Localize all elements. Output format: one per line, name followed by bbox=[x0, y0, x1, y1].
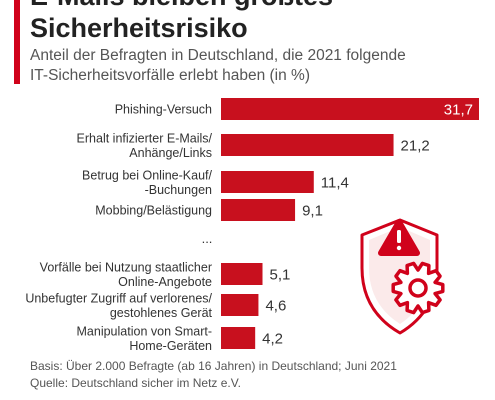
gap-ellipsis: ... bbox=[202, 231, 213, 246]
category-label: Unbefugter Zugriff auf verlorenes/gestoh… bbox=[25, 291, 212, 320]
data-label: 9,1 bbox=[302, 203, 323, 220]
warning-shield-gear-icon bbox=[360, 218, 445, 335]
category-label: Erhalt infizierter E-Mails/Anhänge/Links bbox=[77, 131, 213, 160]
category-label-line: gestohlenes Gerät bbox=[110, 306, 213, 320]
category-label-line: Anhänge/Links bbox=[129, 146, 212, 160]
bars-layer: 31,7 Phishing-Versuch 21,2 Erhalt infiziert… bbox=[25, 98, 479, 353]
warning-exclamation-dot bbox=[396, 245, 402, 251]
category-label-line: Manipulation von Smart- bbox=[77, 324, 212, 338]
data-label: 4,6 bbox=[265, 298, 286, 315]
data-label: 31,7 bbox=[444, 102, 473, 119]
category-label: Vorfälle bei Nutzung staatlicher Online-A… bbox=[40, 260, 212, 289]
bar bbox=[221, 294, 259, 316]
category-label-line: Vorfälle bei Nutzung staatlicher bbox=[40, 260, 212, 274]
category-label-line: Unbefugter Zugriff auf verlorenes/ bbox=[25, 291, 212, 305]
category-label: Mobbing/Belästigung bbox=[95, 204, 212, 218]
accent-bar bbox=[14, 0, 20, 84]
category-label: Manipulation von Smart-Home-Geräten bbox=[77, 324, 213, 353]
bar bbox=[221, 199, 296, 221]
subtitle-line-1: Anteil der Befragten in Deutschland, die… bbox=[30, 47, 406, 64]
bar bbox=[221, 263, 263, 285]
category-label: Betrug bei Online-Kauf/-Buchungen bbox=[82, 168, 212, 197]
gear-hub bbox=[408, 278, 428, 298]
footer: Basis: Über 2.000 Befragte (ab 16 Jahren… bbox=[30, 358, 397, 392]
basis-note: Basis: Über 2.000 Befragte (ab 16 Jahren… bbox=[30, 359, 397, 373]
page-title: E-Mails bleiben größtes Sicherheitsrisik… bbox=[30, 0, 490, 44]
data-label: 11,4 bbox=[321, 175, 349, 192]
category-label-line: Online-Angebote bbox=[118, 275, 212, 289]
title-line-2: Sicherheitsrisiko bbox=[30, 13, 248, 43]
warning-exclamation-stem bbox=[397, 230, 401, 243]
category-label-line: -Buchungen bbox=[145, 183, 212, 197]
bar bbox=[221, 327, 256, 349]
category-label-line: Home-Geräten bbox=[129, 339, 212, 353]
data-label: 21,2 bbox=[401, 138, 430, 155]
subtitle: Anteil der Befragten in Deutschland, die… bbox=[30, 46, 485, 86]
bar bbox=[221, 134, 394, 156]
subtitle-line-2: IT-Sicherheitsvorfälle erlebt haben (in … bbox=[30, 67, 310, 84]
category-label-line: Betrug bei Online-Kauf/ bbox=[82, 168, 212, 182]
category-label: Phishing-Versuch bbox=[115, 103, 212, 117]
category-label-line: Mobbing/Belästigung bbox=[95, 204, 212, 218]
bar bbox=[221, 171, 314, 193]
category-label-line: Erhalt infizierter E-Mails/ bbox=[77, 131, 213, 145]
data-label: 5,1 bbox=[270, 267, 291, 284]
source-note: Quelle: Deutschland sicher im Netz e.V. bbox=[30, 376, 241, 390]
category-label-line: Phishing-Versuch bbox=[115, 103, 212, 117]
title-line-1: E-Mails bleiben größtes bbox=[30, 0, 490, 12]
bar bbox=[221, 98, 479, 120]
data-label: 4,2 bbox=[262, 331, 283, 348]
